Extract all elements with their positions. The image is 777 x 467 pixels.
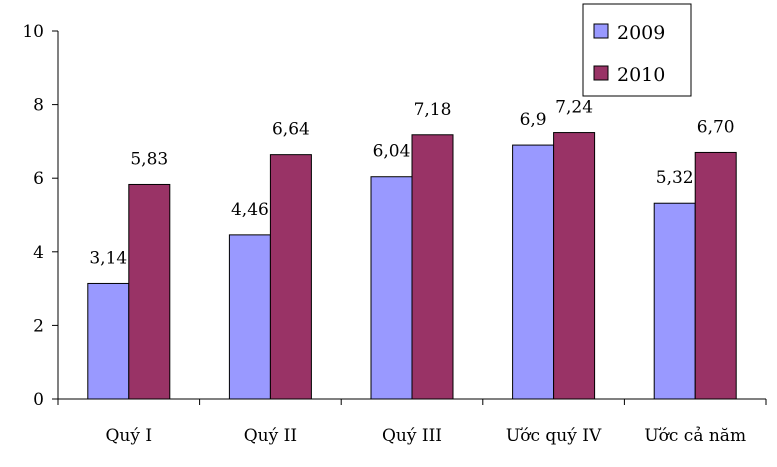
bar-2010-1 xyxy=(128,183,171,400)
data-labels: 3,14 5,83 4,46 6,64 6,04 7,18 6,9 7,24 5,32 6,70 xyxy=(89,98,734,269)
x-category-label: Ước quý IV xyxy=(506,426,602,446)
data-label-2009-2: 4,46 xyxy=(231,200,269,220)
y-tick-label: 10 xyxy=(22,22,44,42)
legend: 2009 2010 xyxy=(582,3,692,97)
bar-2010-3 xyxy=(411,134,454,400)
legend-box xyxy=(582,3,692,97)
y-tick-label: 8 xyxy=(33,96,44,116)
y-tick-label: 6 xyxy=(33,169,44,189)
x-category-label: Quý II xyxy=(244,426,297,446)
y-tick-label: 2 xyxy=(33,316,44,336)
bar-2010-5 xyxy=(694,151,737,400)
data-label-2010-1: 5,83 xyxy=(130,149,168,169)
y-ticks: 0 2 4 6 8 10 xyxy=(22,22,58,410)
y-tick-label: 0 xyxy=(33,390,44,410)
bar-2010-4 xyxy=(553,132,596,400)
x-category-label: Ước cả năm xyxy=(644,426,746,446)
legend-swatch-2010 xyxy=(593,65,609,81)
data-label-2009-1: 3,14 xyxy=(89,248,127,268)
bar-2009-3 xyxy=(370,176,413,400)
data-label-2009-4: 6,9 xyxy=(520,110,547,130)
y-tick-label: 4 xyxy=(33,243,44,263)
data-label-2010-4: 7,24 xyxy=(555,98,593,118)
x-ticks: Quý I Quý II Quý III Ước quý IV Ước cả năm xyxy=(57,399,767,446)
bar-2009-4 xyxy=(512,144,555,400)
legend-label-2010: 2010 xyxy=(617,64,665,86)
x-category-label: Quý I xyxy=(105,426,152,446)
bar-2009-1 xyxy=(87,282,130,400)
legend-swatch-2009 xyxy=(593,23,609,39)
data-label-2009-5: 5,32 xyxy=(656,168,694,188)
bar-2009-5 xyxy=(653,202,696,400)
data-label-2010-3: 7,18 xyxy=(414,100,452,120)
bar-2009-2 xyxy=(228,234,271,400)
data-label-2009-3: 6,04 xyxy=(373,142,411,162)
data-label-2010-5: 6,70 xyxy=(697,117,735,137)
bar-2010-2 xyxy=(269,154,312,400)
legend-label-2009: 2009 xyxy=(617,22,665,44)
data-label-2010-2: 6,64 xyxy=(272,120,310,140)
bars xyxy=(87,132,737,400)
x-category-label: Quý III xyxy=(382,426,442,446)
